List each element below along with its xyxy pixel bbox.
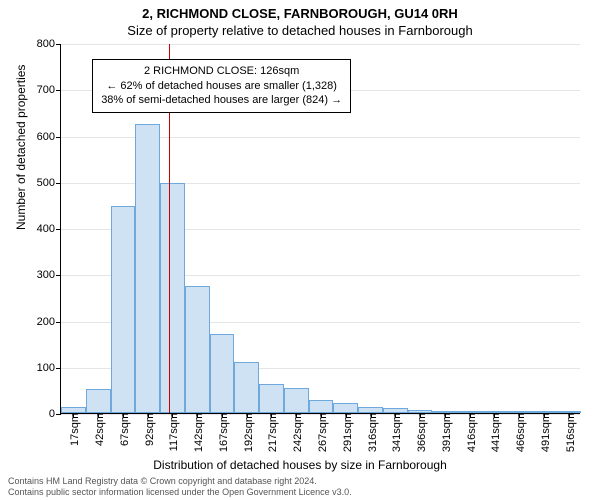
chart-area: 010020030040050060070080017sqm42sqm67sqm… — [60, 44, 580, 414]
x-axis-label: Distribution of detached houses by size … — [0, 458, 600, 472]
ytick-label: 500 — [37, 177, 61, 189]
footer-attribution: Contains HM Land Registry data © Crown c… — [8, 476, 352, 498]
xtick-label: 441sqm — [486, 413, 502, 452]
histogram-bar — [234, 362, 259, 413]
xtick-label: 142sqm — [189, 413, 205, 452]
xtick-label: 366sqm — [412, 413, 428, 452]
xtick-label: 92sqm — [140, 413, 156, 446]
histogram-bar — [135, 124, 160, 413]
y-axis-label: Number of detached properties — [14, 65, 28, 230]
ytick-label: 0 — [49, 408, 61, 420]
annotation-line2: ← 62% of detached houses are smaller (1,… — [101, 79, 342, 94]
ytick-label: 100 — [37, 362, 61, 374]
xtick-label: 516sqm — [561, 413, 577, 452]
histogram-bar — [284, 388, 309, 413]
plot-area: 010020030040050060070080017sqm42sqm67sqm… — [60, 44, 580, 414]
xtick-label: 117sqm — [164, 413, 180, 451]
histogram-bar — [185, 286, 210, 413]
xtick-label: 192sqm — [239, 413, 255, 452]
xtick-label: 67sqm — [115, 413, 131, 446]
histogram-bar — [210, 334, 235, 413]
xtick-label: 242sqm — [288, 413, 304, 452]
ytick-label: 400 — [37, 223, 61, 235]
xtick-label: 17sqm — [65, 413, 81, 446]
page-super-title: 2, RICHMOND CLOSE, FARNBOROUGH, GU14 0RH — [0, 0, 600, 21]
page-title: Size of property relative to detached ho… — [0, 21, 600, 38]
xtick-label: 267sqm — [313, 413, 329, 452]
histogram-bar — [259, 384, 284, 413]
annotation-line3: 38% of semi-detached houses are larger (… — [101, 93, 342, 108]
xtick-label: 42sqm — [90, 413, 106, 446]
ytick-label: 700 — [37, 84, 61, 96]
xtick-label: 217sqm — [263, 413, 279, 452]
xtick-label: 466sqm — [511, 413, 527, 452]
xtick-label: 167sqm — [214, 413, 230, 452]
xtick-label: 391sqm — [437, 413, 453, 452]
ytick-label: 200 — [37, 316, 61, 328]
histogram-bar — [160, 183, 185, 413]
footer-line1: Contains HM Land Registry data © Crown c… — [8, 476, 352, 487]
xtick-label: 291sqm — [338, 413, 354, 452]
ytick-label: 300 — [37, 269, 61, 281]
xtick-label: 491sqm — [536, 413, 552, 452]
histogram-bar — [111, 206, 136, 413]
ytick-label: 600 — [37, 131, 61, 143]
histogram-bar — [333, 403, 358, 413]
xtick-label: 416sqm — [462, 413, 478, 452]
annotation-box: 2 RICHMOND CLOSE: 126sqm ← 62% of detach… — [92, 59, 351, 114]
annotation-line1: 2 RICHMOND CLOSE: 126sqm — [101, 64, 342, 79]
gridline — [61, 44, 580, 45]
xtick-label: 341sqm — [387, 413, 403, 452]
xtick-label: 316sqm — [363, 413, 379, 452]
histogram-bar — [309, 400, 334, 413]
footer-line2: Contains public sector information licen… — [8, 487, 352, 498]
histogram-bar — [86, 389, 111, 413]
ytick-label: 800 — [37, 38, 61, 50]
